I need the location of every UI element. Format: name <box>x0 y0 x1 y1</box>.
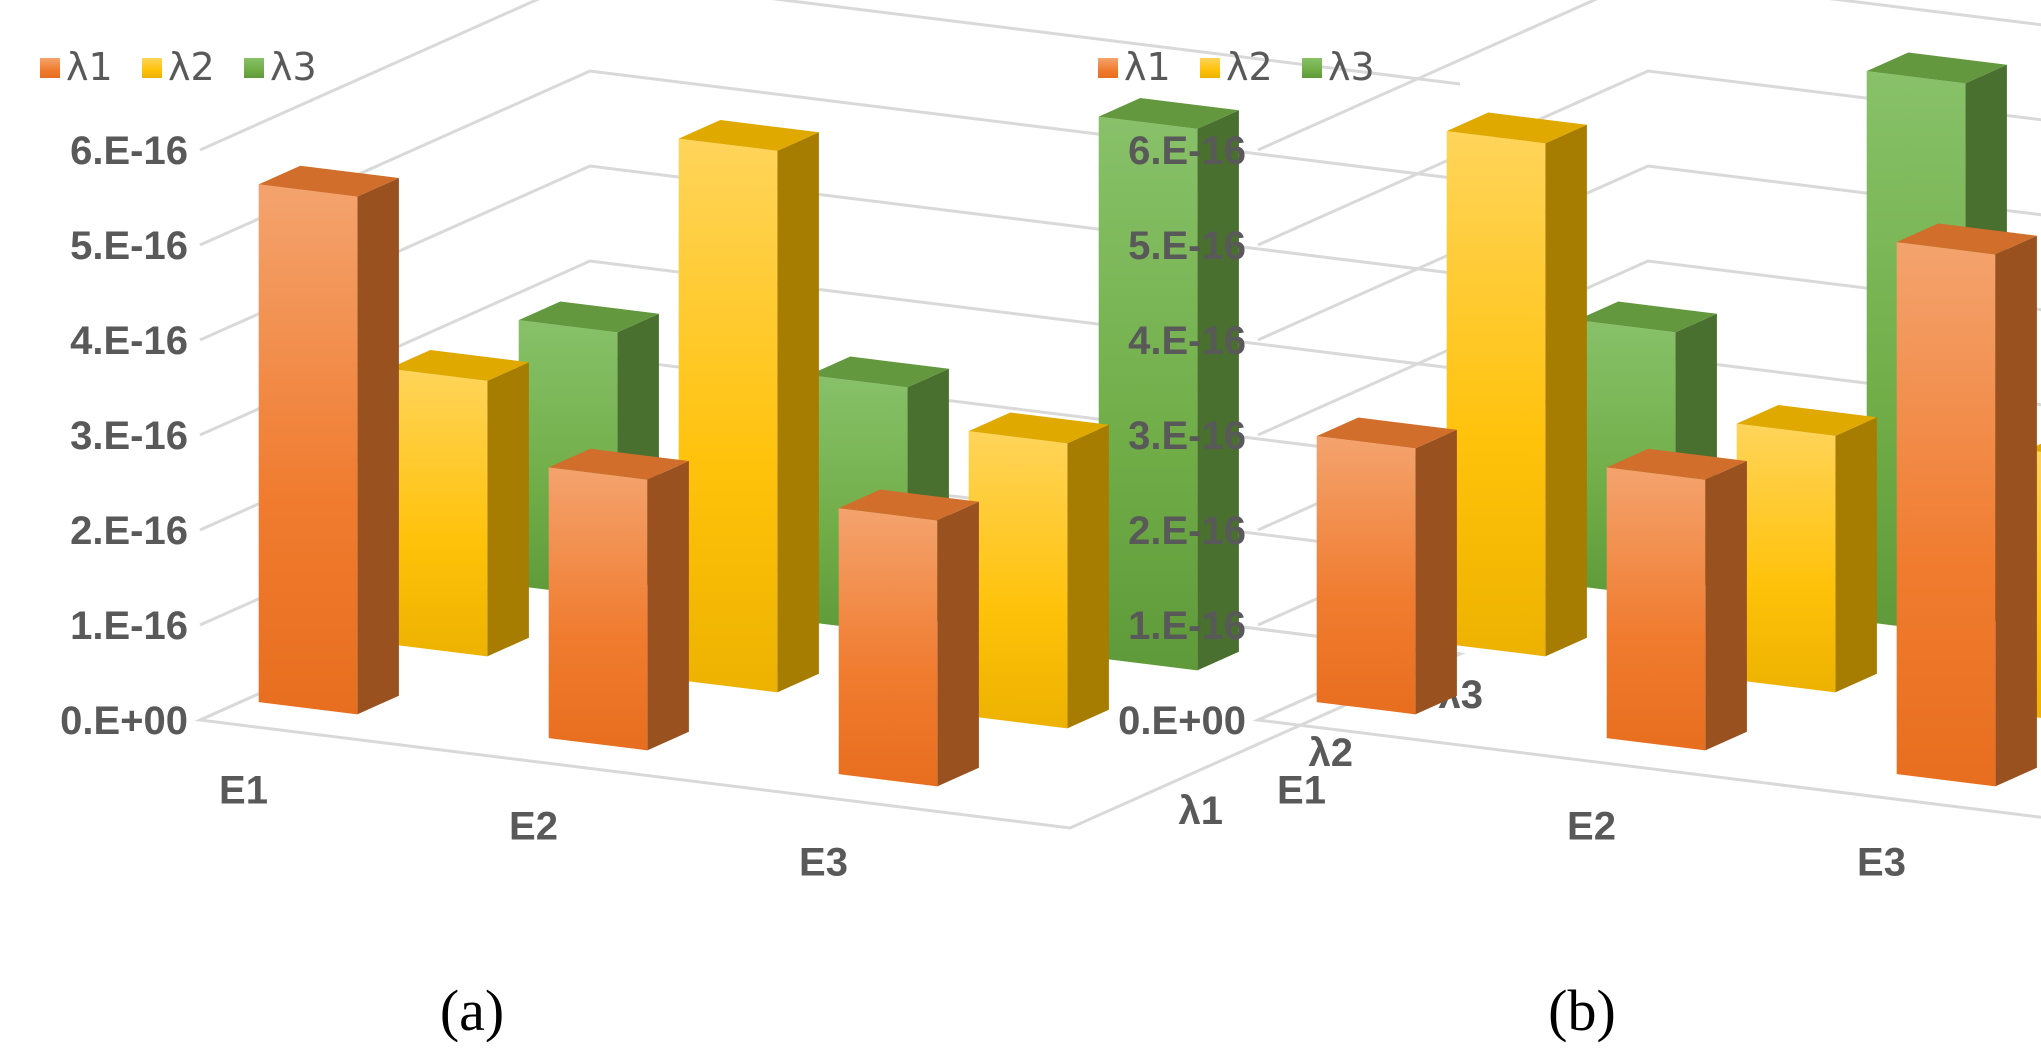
panel-a-chart: 0.E+00 1.E-16 2.E-16 3.E-16 4.E-16 5.E-16 6.E-… <box>40 0 1483 884</box>
y-tick-label: 5.E-16 <box>1128 224 1246 268</box>
y-tick-label: 3.E-16 <box>1128 414 1246 458</box>
bar-a-l2-e3 <box>968 412 1109 729</box>
y-tick-label: 4.E-16 <box>70 319 188 363</box>
legend-label-l1: λ1 <box>66 45 113 89</box>
depth-label: λ1 <box>1179 789 1224 833</box>
bar-b-l1-e1 <box>1316 417 1457 715</box>
bar-a-l1-e2 <box>548 448 689 751</box>
legend-swatch-l1 <box>40 58 60 78</box>
bar-b-l1-e3 <box>1896 223 2037 787</box>
bar-a-l2-e1 <box>388 350 529 657</box>
y-tick-label: 6.E-16 <box>1128 129 1246 173</box>
legend-swatch-l1 <box>1098 58 1118 78</box>
category-label: E3 <box>799 840 848 884</box>
y-tick-label: 6.E-16 <box>70 129 188 173</box>
legend-label-l2: λ2 <box>168 45 215 89</box>
bar-a-l1-e1 <box>258 165 399 715</box>
category-label: E3 <box>1857 840 1906 884</box>
bar-a-l2-e2 <box>678 120 819 693</box>
category-label: E2 <box>1567 804 1616 848</box>
gridline <box>1257 164 2041 342</box>
y-tick-label: 3.E-16 <box>70 414 188 458</box>
panel-a-caption: (a) <box>440 978 504 1043</box>
legend-swatch-l2 <box>142 58 162 78</box>
legend-swatch-l3 <box>244 58 264 78</box>
legend-swatch-l2 <box>1200 58 1220 78</box>
gridline <box>1257 0 2041 152</box>
y-tick-label: 5.E-16 <box>70 224 188 268</box>
category-label: E2 <box>509 804 558 848</box>
legend-label-l3: λ3 <box>270 45 317 89</box>
gridline <box>199 0 1461 152</box>
bar-b-l2-e1 <box>1446 112 1587 657</box>
legend-label-l3: λ3 <box>1328 45 1375 89</box>
panel-b-caption: (b) <box>1548 978 1616 1043</box>
y-tick-label: 2.E-16 <box>70 509 188 553</box>
panel-b-chart: 0.E+00 1.E-16 2.E-16 3.E-16 4.E-16 5.E-16 6.E-… <box>1098 0 2041 884</box>
legend-label-l2: λ2 <box>1226 45 1273 89</box>
bar-b-l1-e2 <box>1606 448 1747 751</box>
legend-label-l1: λ1 <box>1124 45 1171 89</box>
legend-swatch-l3 <box>1302 58 1322 78</box>
y-tick-label: 0.E+00 <box>60 699 188 743</box>
bar-b-l2-e2 <box>1736 405 1877 693</box>
bar-a-l1-e3 <box>838 489 979 787</box>
bar-a-l3-e3 <box>1098 98 1239 671</box>
gridline <box>1257 259 2041 437</box>
y-tick-label: 2.E-16 <box>1128 509 1246 553</box>
y-tick-label: 0.E+00 <box>1118 699 1246 743</box>
y-tick-label: 1.E-16 <box>70 604 188 648</box>
y-tick-label: 4.E-16 <box>1128 319 1246 363</box>
y-tick-label: 1.E-16 <box>1128 604 1246 648</box>
depth-label: λ2 <box>1309 731 1354 775</box>
gridline <box>1257 69 2041 247</box>
category-label: E1 <box>1277 768 1326 812</box>
category-label: E1 <box>219 768 268 812</box>
